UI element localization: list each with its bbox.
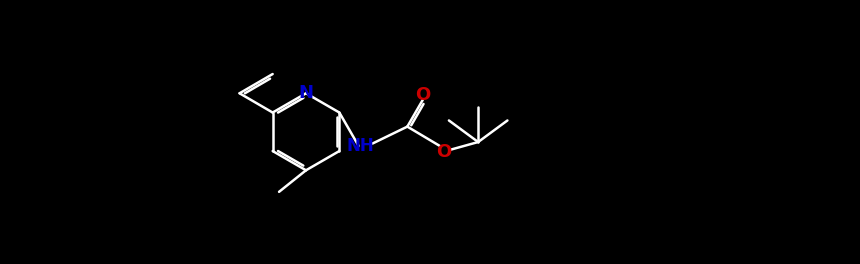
Text: NH: NH [347, 137, 374, 155]
Text: O: O [436, 143, 452, 161]
Text: O: O [415, 86, 430, 104]
Text: N: N [298, 84, 314, 102]
